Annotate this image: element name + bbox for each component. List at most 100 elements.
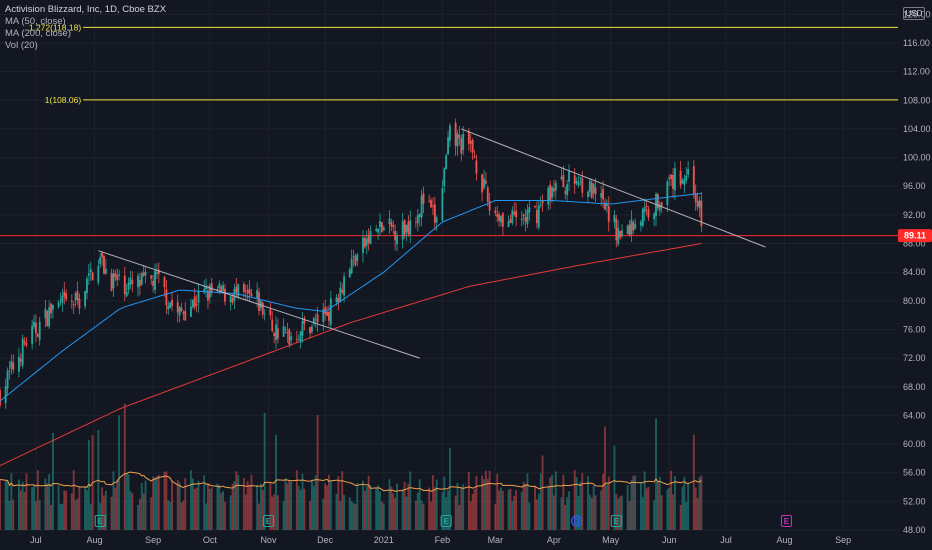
- volume-bar: [210, 487, 213, 530]
- candle-body: [380, 222, 383, 233]
- candle-body: [309, 327, 311, 334]
- earnings-marker: [94, 514, 106, 528]
- candle-body: [564, 191, 567, 194]
- candle-body: [379, 221, 381, 228]
- volume-bar: [673, 475, 676, 530]
- volume-bar: [248, 485, 251, 530]
- volume-bar: [216, 483, 219, 530]
- candle-body: [392, 225, 395, 228]
- candle-body: [70, 300, 73, 302]
- price-tick-label: 112.00: [903, 67, 930, 77]
- volume-bar: [382, 503, 385, 530]
- time-tick-label: Jul: [720, 535, 732, 545]
- volume-bar: [672, 494, 674, 530]
- volume-bar: [182, 500, 185, 530]
- candle-body: [507, 221, 510, 227]
- volume-bar: [276, 495, 279, 530]
- time-tick-label: Apr: [547, 535, 561, 545]
- price-tick-label: 56.00: [903, 468, 926, 478]
- volume-bar: [263, 412, 266, 530]
- volume-bar: [590, 498, 593, 530]
- volume-bar: [261, 489, 264, 530]
- candle-body: [282, 326, 285, 337]
- volume-bar: [129, 491, 132, 530]
- candle-body: [494, 210, 497, 213]
- volume-bar: [575, 477, 578, 530]
- volume-bar: [103, 495, 105, 530]
- currency-badge[interactable]: USD: [903, 7, 925, 20]
- candle-body: [696, 201, 699, 207]
- volume-bar: [587, 476, 589, 530]
- volume-bar: [445, 497, 448, 530]
- volume-bar: [564, 504, 567, 530]
- price-tick-label: 72.00: [903, 353, 926, 363]
- price-tick-label: 64.00: [903, 410, 926, 420]
- volume-bar: [552, 495, 555, 530]
- candle-body: [483, 178, 485, 189]
- volume-bar: [288, 480, 291, 530]
- volume-bar: [380, 501, 383, 530]
- volume-bar: [447, 490, 449, 530]
- candle-body: [0, 390, 1, 406]
- candle-body: [295, 339, 298, 340]
- volume-bar: [681, 486, 684, 530]
- candle-body: [259, 300, 262, 308]
- volume-bar: [687, 484, 690, 530]
- candle-body: [700, 200, 703, 227]
- volume-bar: [628, 501, 631, 530]
- candle-body: [454, 122, 457, 146]
- candle-body: [34, 322, 37, 334]
- candle-body: [535, 210, 538, 224]
- volume-bar: [354, 503, 357, 530]
- candle-body: [692, 165, 695, 195]
- price-tag-label: 89.11: [904, 231, 926, 241]
- volume-bar: [414, 500, 417, 530]
- volume-bar: [44, 478, 47, 530]
- candle-body: [235, 286, 238, 293]
- volume-bar: [679, 504, 682, 530]
- candle-body: [44, 308, 47, 319]
- candle-body: [4, 386, 7, 404]
- trendline: [98, 250, 420, 359]
- volume-bar: [34, 501, 37, 530]
- volume-bar: [513, 495, 516, 530]
- volume-bar: [653, 500, 656, 530]
- volume-bar: [312, 485, 315, 530]
- candle-body: [118, 274, 121, 276]
- volume-bar: [554, 471, 557, 530]
- ma50-legend[interactable]: MA (50, close): [5, 16, 66, 27]
- candle-body: [534, 205, 536, 208]
- candle-body: [288, 329, 291, 345]
- ma200-legend[interactable]: MA (200, close): [5, 28, 71, 39]
- symbol-title[interactable]: Activision Blizzard, Inc, 1D, Cboe BZX: [5, 4, 167, 15]
- event-marker-label: D: [574, 517, 580, 526]
- candle-body: [655, 194, 657, 217]
- candle-body: [137, 275, 139, 288]
- candle-body: [511, 210, 514, 224]
- volume-bar: [692, 434, 695, 530]
- volume-bar: [8, 500, 11, 530]
- candle-body: [61, 295, 64, 303]
- volume-bar: [155, 476, 158, 530]
- volume-bar: [271, 496, 274, 530]
- candle-body: [312, 318, 315, 324]
- volume-bar: [203, 475, 206, 530]
- candle-body: [116, 275, 119, 280]
- candle-body: [445, 155, 448, 170]
- candle-body: [256, 289, 259, 298]
- candle-body: [687, 168, 690, 175]
- volume-bar: [180, 502, 183, 530]
- volume-bar: [284, 478, 287, 530]
- volume-bar: [619, 496, 622, 530]
- candle-body: [390, 222, 393, 227]
- price-tick-label: 48.00: [903, 525, 926, 535]
- candle-body: [36, 334, 39, 337]
- candle-body: [154, 270, 156, 290]
- candle-body: [286, 332, 289, 333]
- volume-legend[interactable]: Vol (20): [5, 40, 38, 51]
- volume-bar: [501, 490, 504, 530]
- time-tick-label: May: [602, 535, 620, 545]
- volume-bar: [337, 476, 340, 530]
- volume-bar: [683, 476, 686, 530]
